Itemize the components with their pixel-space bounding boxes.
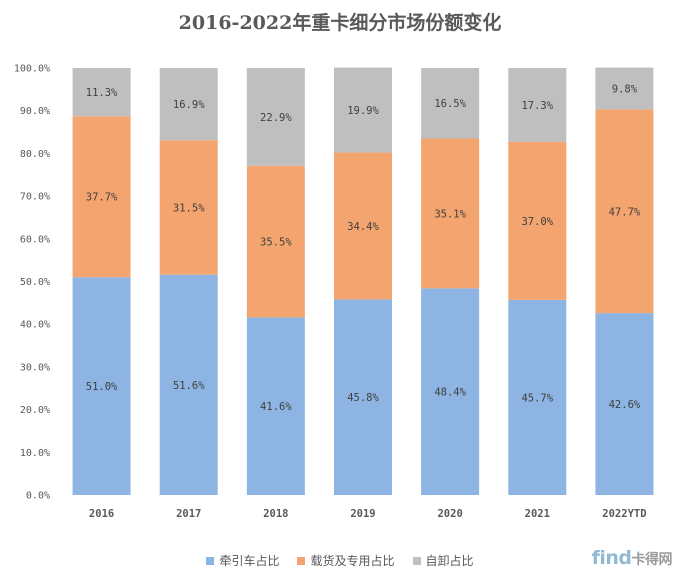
data-label: 41.6% [260,401,292,413]
legend-item-cargo: 载货及专用占比 [297,552,395,569]
legend-swatch-tractor [206,556,215,565]
bar-segment [508,68,567,142]
data-label: 17.3% [521,100,553,112]
x-tick-label: 2020 [437,508,462,520]
legend: 牵引车占比 载货及专用占比 自卸占比 [0,552,680,569]
data-label: 16.5% [434,98,466,110]
y-tick-label: 50.0% [20,277,50,288]
x-tick-label: 2022YTD [602,508,646,520]
y-tick-label: 70.0% [20,192,50,203]
bar-segment [334,67,392,153]
legend-item-tractor: 牵引车占比 [206,552,279,569]
bar-segment [159,140,218,275]
watermark-cn: 卡得网 [631,552,673,568]
bar-segment [72,116,131,278]
bar-segment [595,109,654,314]
bar-segment [246,68,305,166]
data-label: 35.1% [434,208,466,220]
chart-title: 2016-2022年重卡细分市场份额变化 [178,12,502,34]
legend-label-cargo: 载货及专用占比 [310,554,395,568]
x-axis: 2016 2017 2018 2019 2020 2021 2022YTD [89,508,647,520]
bar-segment [421,68,480,139]
data-label: 48.4% [434,387,466,399]
data-label: 16.9% [173,99,205,111]
x-tick-label: 2018 [263,508,288,520]
data-label: 37.0% [521,216,553,228]
y-tick-label: 20.0% [20,405,50,416]
y-tick-label: 40.0% [20,320,50,331]
y-tick-label: 80.0% [20,149,50,160]
y-tick-label: 10.0% [20,448,50,459]
bar-segment [508,141,567,300]
bar-segment [595,313,654,495]
data-label: 9.8% [612,83,638,95]
bars-group: 51.0% 37.7% 11.3% 51.6% 31.5% 16.9% 41.6% 35.5%… [72,67,654,495]
y-tick-label: 60.0% [20,234,50,245]
data-label: 45.7% [521,392,553,404]
legend-swatch-cargo [297,556,306,565]
data-label: 47.7% [609,206,641,218]
legend-label-tractor: 牵引车占比 [219,554,280,568]
y-tick-label: 0.0% [26,491,50,502]
bar-segment [72,277,131,495]
y-tick-label: 100.0% [14,64,50,75]
bar-segment [508,299,567,495]
bar-segment [334,299,392,495]
watermark-brand: find [591,547,632,569]
legend-label-dump: 自卸占比 [425,554,474,568]
data-label: 37.7% [86,192,118,204]
bar-segment [334,152,392,300]
stacked-bar-chart: 0.0% 10.0% 20.0% 30.0% 40.0% 50.0% 60.0% 70.0% 8… [14,64,654,520]
y-axis: 0.0% 10.0% 20.0% 30.0% 40.0% 50.0% 60.0% 70.0% 8… [14,64,50,502]
data-label: 42.6% [609,399,641,411]
y-tick-label: 90.0% [20,106,50,117]
data-label: 34.4% [347,221,379,233]
data-label: 51.0% [86,381,118,393]
data-label: 51.6% [173,380,205,392]
bar-segment [421,288,480,495]
bar-segment [159,68,218,141]
x-tick-label: 2019 [350,508,375,520]
data-label: 22.9% [260,112,292,124]
bar-segment [246,165,305,318]
data-label: 45.8% [347,392,379,404]
data-label: 31.5% [173,202,205,214]
bar-segment [421,138,480,289]
legend-item-dump: 自卸占比 [412,552,474,569]
x-tick-label: 2017 [176,508,201,520]
data-label: 19.9% [347,105,379,117]
x-tick-label: 2016 [89,508,114,520]
bar-segment [159,274,218,495]
data-label: 35.5% [260,237,292,249]
watermark-logo: find卡得网 [591,547,673,569]
bar-segment [246,317,305,495]
legend-swatch-dump [412,556,421,565]
bar-segment [72,68,131,117]
bar-segment [595,67,654,110]
y-tick-label: 30.0% [20,362,50,373]
x-tick-label: 2021 [525,508,550,520]
data-label: 11.3% [86,87,118,99]
